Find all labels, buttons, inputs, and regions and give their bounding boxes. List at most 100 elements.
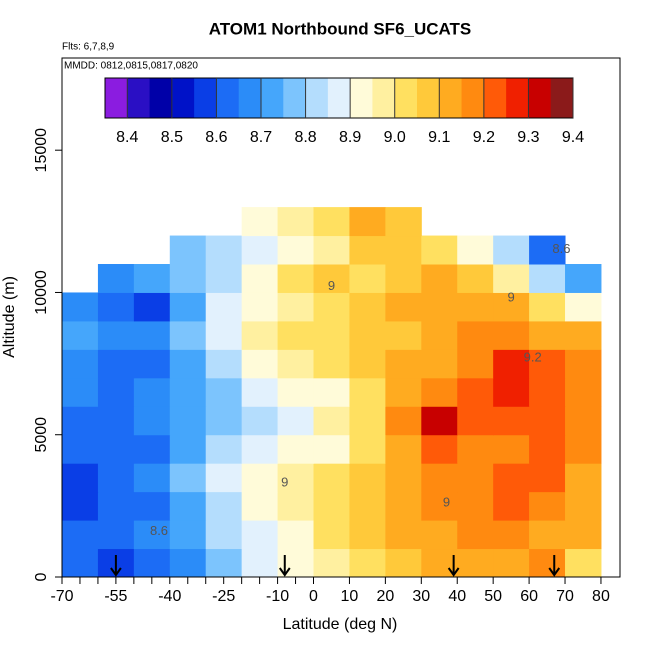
heat-cell <box>241 520 279 550</box>
heat-cell <box>313 377 350 407</box>
heat-cell <box>313 491 350 521</box>
heat-cell <box>493 264 530 293</box>
heat-cell <box>62 491 99 521</box>
colorbar-swatch <box>171 78 195 118</box>
heat-cell <box>421 520 458 550</box>
heat-cell <box>493 434 530 464</box>
heat-cell <box>493 548 530 578</box>
heat-cell <box>277 292 315 322</box>
heat-cell <box>241 292 279 322</box>
chart-title: ATOM1 Northbound SF6_UCATS <box>209 19 472 38</box>
heat-cell <box>349 320 386 350</box>
colorbar-swatch <box>550 78 574 118</box>
heat-cell <box>205 349 243 379</box>
flight-arrowhead <box>110 567 122 577</box>
heat-cell <box>169 349 207 379</box>
heat-cell <box>169 320 207 350</box>
heat-cell <box>565 264 602 293</box>
heat-cell <box>421 264 458 293</box>
x-tick-label: -70 <box>50 588 73 605</box>
heat-cell <box>97 377 135 407</box>
heat-cell <box>169 377 207 407</box>
heat-cell <box>205 434 243 464</box>
x-tick-label: 80 <box>592 588 610 605</box>
heat-cell <box>62 320 99 350</box>
colorbar-swatch <box>238 78 262 118</box>
colorbar-swatch <box>194 78 217 118</box>
heat-cell <box>241 434 279 464</box>
heat-cell <box>169 520 207 550</box>
heat-cell <box>205 264 243 293</box>
heat-cell <box>565 292 602 322</box>
heat-cell <box>277 406 315 436</box>
heat-cell <box>97 292 135 322</box>
y-axis-label: Altitude (m) <box>1 276 18 358</box>
heat-cell <box>385 406 422 436</box>
colorbar-tick-label: 8.6 <box>205 129 227 146</box>
heat-cell <box>313 292 350 322</box>
colorbar-swatch <box>506 78 529 118</box>
heat-cell <box>97 406 135 436</box>
heat-cell <box>529 491 566 521</box>
heat-cell <box>493 463 530 493</box>
heat-cell <box>385 320 422 350</box>
x-tick-label: 60 <box>520 588 538 605</box>
heat-cell <box>277 235 315 265</box>
heat-cell <box>493 320 530 350</box>
heat-cell <box>529 349 566 379</box>
heat-cell <box>565 491 602 521</box>
heat-cell <box>205 235 243 265</box>
colorbar-tick-label: 9.4 <box>562 129 584 146</box>
heat-cell <box>133 292 171 322</box>
colorbar-swatch <box>127 78 151 118</box>
x-tick-label: 40 <box>448 588 466 605</box>
x-tick-label: 20 <box>376 588 394 605</box>
heat-cell <box>277 320 315 350</box>
colorbar-tick-label: 9.3 <box>517 129 539 146</box>
heat-cell <box>529 548 566 578</box>
colorbar-swatch <box>261 78 284 118</box>
colorbar-tick-label: 9.0 <box>384 129 406 146</box>
heat-cell <box>421 349 458 379</box>
heat-cell <box>565 320 602 350</box>
colorbar-swatch <box>350 78 373 118</box>
heat-cell <box>205 292 243 322</box>
heat-cell <box>565 377 602 407</box>
x-tick-label: -10 <box>266 588 289 605</box>
colorbar-swatch <box>417 78 440 118</box>
heat-cell <box>169 292 207 322</box>
heat-cell <box>385 463 422 493</box>
colorbar-tick-label: 8.8 <box>294 129 316 146</box>
heat-cell <box>385 235 422 265</box>
x-axis-label: Latitude (deg N) <box>283 616 398 633</box>
heat-cell <box>385 264 422 293</box>
x-tick-label: -40 <box>158 588 181 605</box>
x-tick-label: -55 <box>104 588 127 605</box>
heat-cell <box>349 491 386 521</box>
heat-cell <box>133 434 171 464</box>
heat-cell <box>457 463 494 493</box>
colorbar-tick-label: 8.9 <box>339 129 361 146</box>
heat-cell <box>313 520 350 550</box>
y-tick-label: 15000 <box>33 128 50 173</box>
heat-cell <box>133 377 171 407</box>
heat-cell <box>241 406 279 436</box>
heat-cell <box>565 349 602 379</box>
colorbar-tick-label: 8.5 <box>161 129 183 146</box>
heat-cell <box>529 434 566 464</box>
heat-cell <box>421 235 458 265</box>
heat-cell <box>133 406 171 436</box>
heat-cell <box>313 264 350 293</box>
heat-cell <box>277 207 315 237</box>
heat-cell <box>62 292 99 322</box>
x-tick-label: 50 <box>484 588 502 605</box>
x-tick-label: 10 <box>341 588 359 605</box>
colorbar-tick-label: 8.7 <box>250 129 272 146</box>
heat-cell <box>62 434 99 464</box>
heat-cell <box>97 491 135 521</box>
contour-label: 9.2 <box>524 349 542 364</box>
heat-cell <box>529 235 566 265</box>
heat-cell <box>205 520 243 550</box>
heat-cell <box>313 235 350 265</box>
flight-arrowhead <box>548 567 561 577</box>
